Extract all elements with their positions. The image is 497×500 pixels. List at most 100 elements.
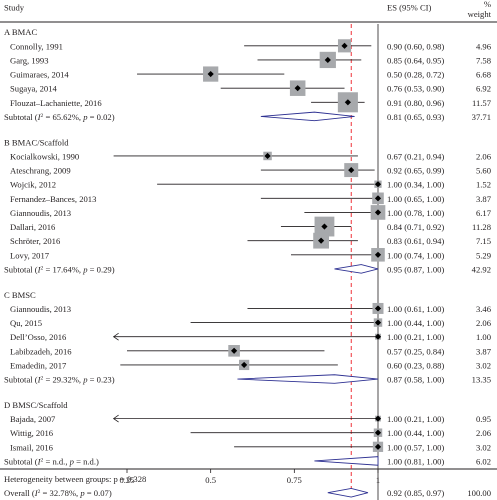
group-3-study-2-point (374, 319, 382, 326)
group-1-study-2-es-ci: 0.85 (0.64, 0.95) (387, 55, 444, 65)
group-2-study-5-weight: 6.17 (476, 208, 492, 218)
group-3-subtotal-weight: 13.35 (472, 375, 491, 385)
group-2-study-4-label: Fernandez–Bances, 2013 (10, 194, 96, 204)
group-4-subtotal-label: Subtotal (I2 = n.d., p = n.d.) (4, 456, 99, 466)
group-2-study-5-es-ci: 1.00 (0.78, 1.00) (387, 208, 444, 218)
group-3-study-5-es-ci: 0.60 (0.23, 0.88) (387, 360, 444, 370)
x-tick-label-2: 0.5 (205, 475, 216, 485)
group-4-study-2-point (374, 429, 382, 436)
group-2-study-1-label: Kocialkowski, 1990 (10, 151, 79, 161)
group-1-study-5-es-ci: 0.91 (0.80, 0.96) (387, 98, 444, 108)
group-4-study-2-es-ci: 1.00 (0.44, 1.00) (387, 428, 444, 438)
group-2-study-6-es-ci: 0.84 (0.71, 0.92) (387, 222, 444, 232)
group-4-study-3-es-ci: 1.00 (0.57, 1.00) (387, 442, 444, 452)
group-2-study-5-point (374, 209, 382, 216)
group-4-title: D BMSC/Scaffold (4, 400, 68, 410)
group-2-study-4-es-ci: 1.00 (0.65, 1.00) (387, 194, 444, 204)
group-4-study-1-weight: 0.95 (476, 414, 491, 424)
group-2-study-5-label: Giannoudis, 2013 (10, 208, 71, 218)
group-1-study-3-point (207, 70, 214, 78)
group-2-study-4-weight: 3.87 (476, 194, 492, 204)
group-3-subtotal-diamond (237, 374, 379, 384)
group-2-study-8-point (374, 251, 382, 258)
group-4-study-2-label: Wittig, 2016 (10, 428, 54, 438)
group-2-study-7-point (318, 237, 325, 244)
group-3-subtotal-label: Subtotal (I2 = 29.32%, p = 0.23) (4, 375, 115, 385)
group-2-study-8-weight: 5.29 (476, 250, 491, 260)
group-3-study-5-label: Emadedin, 2017 (10, 360, 67, 370)
x-tick-label-4: 1 (376, 475, 380, 485)
group-1-study-1-point (341, 42, 348, 49)
group-4-subtotal-es-ci: 1.00 (0.81, 1.00) (387, 456, 444, 466)
group-1-study-1-label: Connolly, 1991 (10, 41, 63, 51)
group-4-study-3-label: Ismail, 2016 (10, 442, 54, 452)
group-2-study-6-label: Dallari, 2016 (10, 222, 56, 232)
group-3-study-5-point (241, 361, 248, 369)
group-1-subtotal-diamond (260, 111, 355, 122)
group-2-study-7-weight: 7.15 (476, 236, 491, 246)
group-1-study-5-weight: 11.57 (472, 98, 492, 108)
group-2-study-3-es-ci: 1.00 (0.34, 1.00) (387, 180, 444, 190)
group-2-study-7-label: Schröter, 2016 (10, 236, 61, 246)
group-3-title: C BMSC (4, 290, 36, 300)
group-1-subtotal-es-ci: 0.81 (0.65, 0.93) (387, 112, 444, 122)
heterogeneity-text: Heterogeneity between groups: p = 0.328 (4, 474, 146, 484)
overall-diamond (327, 487, 369, 498)
group-2-study-3-weight: 1.52 (476, 180, 491, 190)
group-3-study-2-label: Qu, 2015 (10, 318, 42, 328)
group-1-study-3-es-ci: 0.50 (0.28, 0.72) (387, 70, 444, 80)
group-3-study-3-weight: 1.00 (476, 332, 491, 342)
header-weight: weight (468, 9, 492, 19)
overall-label: Overall (I2 = 32.78%, p = 0.07) (4, 488, 112, 498)
group-3-study-3-ci-arrow (112, 332, 119, 341)
overall-weight: 100.00 (467, 488, 491, 498)
overall-es-ci: 0.92 (0.85, 0.97) (387, 488, 444, 498)
group-4-study-1-label: Bajada, 2007 (10, 414, 56, 424)
group-2-study-7-es-ci: 0.83 (0.61, 0.94) (387, 236, 444, 246)
group-2-study-6-point (321, 223, 328, 230)
group-2-study-8-es-ci: 1.00 (0.74, 1.00) (387, 250, 444, 260)
group-3-study-2-es-ci: 1.00 (0.44, 1.00) (387, 318, 444, 328)
group-1-study-2-weight: 7.58 (476, 55, 491, 65)
group-3-study-4-point (230, 347, 238, 354)
group-2-study-2-point (348, 166, 355, 174)
group-4-study-3-weight: 3.02 (476, 442, 491, 452)
group-1-study-5-point (344, 99, 351, 106)
group-2-study-1-point (264, 152, 271, 160)
group-2-study-6-weight: 11.28 (472, 222, 491, 232)
group-4-subtotal-weight: 6.02 (476, 456, 491, 466)
group-3-study-1-weight: 3.46 (476, 304, 492, 314)
group-3-study-1-point (374, 305, 382, 312)
group-3-study-2-weight: 2.06 (476, 318, 492, 328)
group-2-subtotal-es-ci: 0.95 (0.87, 1.00) (387, 264, 444, 274)
x-tick-label-3: 0.75 (287, 475, 302, 485)
group-2-study-3-label: Wojcik, 2012 (10, 180, 56, 190)
group-1-study-4-label: Sugaya, 2014 (10, 84, 57, 94)
header-es: ES (95% CI) (387, 3, 432, 13)
group-2-subtotal-label: Subtotal (I2 = 17.64%, p = 0.29) (4, 264, 115, 274)
group-3-study-3-label: Dell’Osso, 2016 (10, 332, 67, 342)
group-4-study-1-ci-arrow (112, 414, 119, 423)
group-2-study-2-label: Ateschrang, 2009 (10, 166, 71, 176)
group-3-study-3-point (374, 333, 382, 340)
group-1-study-4-weight: 6.92 (476, 84, 491, 94)
group-3-study-3-es-ci: 1.00 (0.21, 1.00) (387, 332, 444, 342)
group-1-study-1-weight: 4.96 (476, 41, 492, 51)
group-3-study-1-label: Giannoudis, 2013 (10, 304, 71, 314)
group-4-study-2-weight: 2.06 (476, 428, 492, 438)
group-3-study-4-es-ci: 0.57 (0.25, 0.84) (387, 346, 444, 356)
group-4-study-3-point (374, 443, 382, 450)
group-1-title: A BMAC (4, 27, 37, 37)
group-2-study-3-point (374, 181, 382, 188)
group-2-title: B BMAC/Scaffold (4, 137, 69, 147)
group-1-study-3-label: Guimaraes, 2014 (10, 70, 69, 80)
group-3-study-4-label: Labibzadeh, 2016 (10, 346, 72, 356)
group-3-subtotal-es-ci: 0.87 (0.58, 1.00) (387, 375, 444, 385)
group-2-study-2-es-ci: 0.92 (0.65, 0.99) (387, 166, 444, 176)
x-tick-label-1: 0.25 (119, 475, 134, 485)
group-2-study-1-es-ci: 0.67 (0.21, 0.94) (387, 151, 444, 161)
group-1-study-3-weight: 6.68 (476, 70, 491, 80)
group-2-subtotal-weight: 42.92 (472, 264, 491, 274)
group-3-study-1-es-ci: 1.00 (0.61, 1.00) (387, 304, 444, 314)
